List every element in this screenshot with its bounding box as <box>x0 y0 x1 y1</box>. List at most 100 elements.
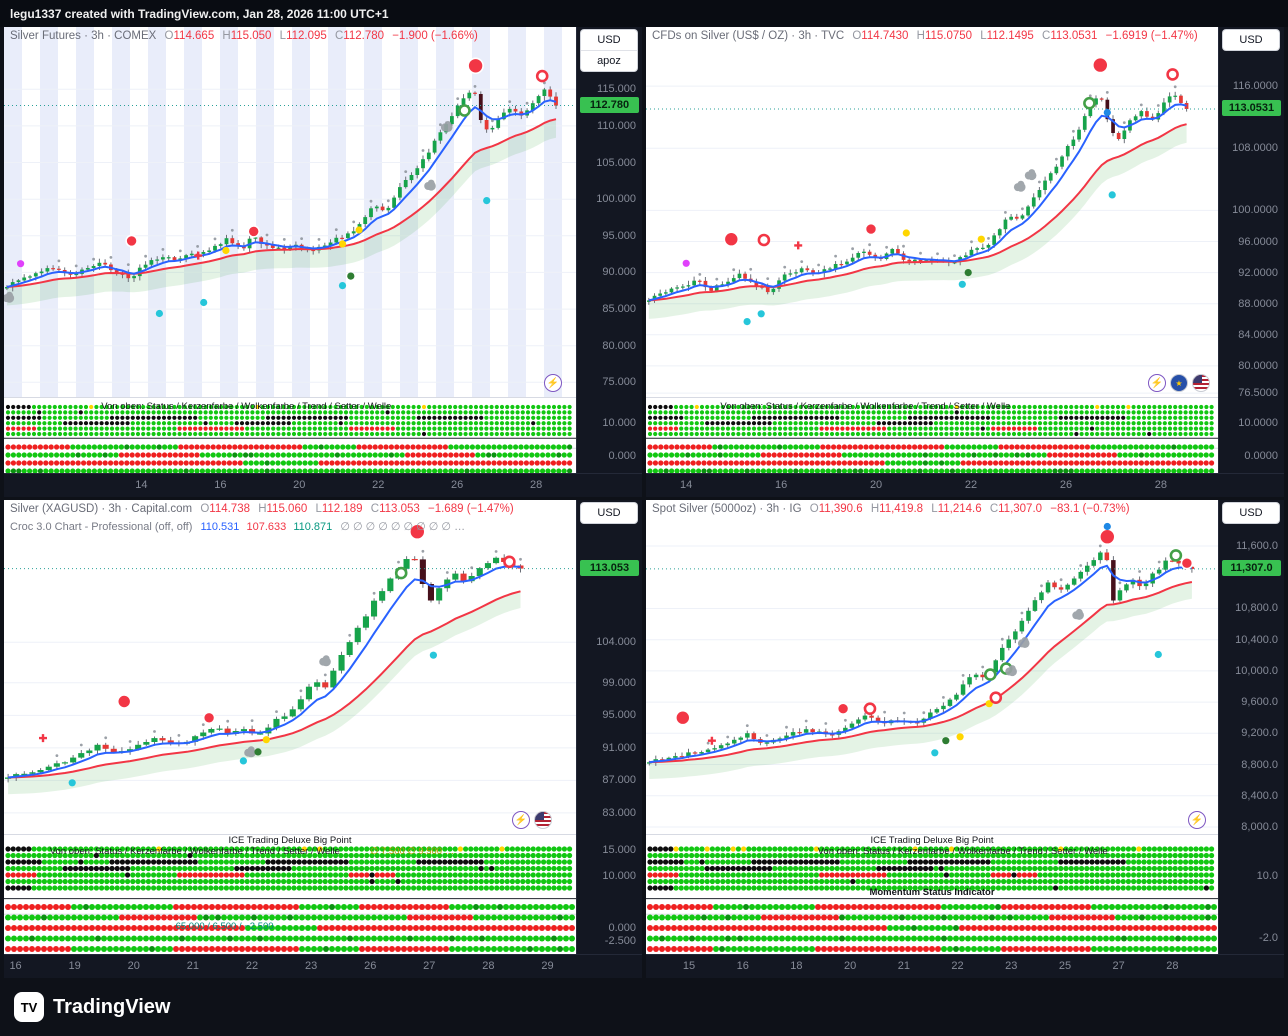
last-price-label: 112.780 <box>580 96 639 113</box>
ohlc-open-value: 114.738 <box>209 503 250 515</box>
indicator-pane: ICE Trading Deluxe Big Point Von oben: S… <box>4 834 576 954</box>
chart-canvas[interactable] <box>4 27 576 397</box>
axis-tick: 84.0000 <box>1238 328 1278 341</box>
indicator-canvas <box>4 846 576 952</box>
currency-usd-label[interactable]: USD <box>1239 34 1263 46</box>
time-axis-tick: 29 <box>541 960 554 972</box>
time-axis[interactable]: 14 16 20 22 26 28 <box>4 473 642 497</box>
indicator-legend: Von oben: Status / Kerzenfarbe / Wolkenf… <box>720 401 1011 412</box>
axis-tick: 0.000 <box>608 450 636 463</box>
price-scale-currency-button[interactable]: USD apoz <box>581 30 637 71</box>
time-axis-tick: 20 <box>127 960 140 972</box>
croc-indicator-title[interactable]: Croc 3.0 Chart - Professional (off, off) <box>10 521 193 533</box>
time-axis-tick: 25 <box>1058 960 1072 972</box>
price-scale-currency-button[interactable]: USD <box>1223 503 1279 523</box>
price-scale[interactable]: USD 113.0531 116.0000 108.0000 100.0000 96.… <box>1218 27 1284 473</box>
currency-usd-label[interactable]: USD <box>1239 507 1263 519</box>
lightning-icon[interactable]: ⚡ <box>1188 811 1206 829</box>
lightning-icon[interactable]: ⚡ <box>544 374 562 392</box>
currency-apoz-label[interactable]: apoz <box>581 50 637 71</box>
time-axis-tick: 22 <box>964 479 978 491</box>
us-flag-icon <box>1192 374 1210 392</box>
indicator-values: ∅ 7.500 ∅ 9.500 … <box>370 846 455 857</box>
price-scale-currency-button[interactable]: USD <box>1223 30 1279 50</box>
ohlc-low-label: L <box>315 503 322 515</box>
ohlc-open-value: 114.7430 <box>861 30 909 42</box>
symbol-title[interactable]: Spot Silver (5000oz) · 3h · IG <box>652 503 802 515</box>
price-scale-currency-button[interactable]: USD <box>581 503 637 523</box>
price-scale[interactable]: USD 11,307.0 11,600.0 10,800.0 10,400.0 10,… <box>1218 500 1284 954</box>
axis-tick: 108.0000 <box>1232 142 1278 155</box>
lightning-icon[interactable]: ⚡ <box>512 811 530 829</box>
axis-tick: 85.000 <box>602 303 636 316</box>
ohlc-low-label: L <box>279 30 287 42</box>
change-value: −1.900 (−1.66%) <box>392 30 478 42</box>
time-axis[interactable]: 16 19 20 21 22 23 26 27 28 29 <box>4 954 642 978</box>
chart-plot-area: Silver (XAGUSD) · 3h · Capital.com O114.… <box>4 500 576 834</box>
indicator-canvas <box>4 404 576 474</box>
time-axis-tick: 22 <box>951 960 964 972</box>
time-axis-tick: 22 <box>245 960 259 972</box>
time-axis-tick: 18 <box>790 960 803 972</box>
ohlc-open-label: O <box>809 503 819 515</box>
ohlc-open-label: O <box>852 30 862 42</box>
ohlc-close-label: C <box>370 503 380 515</box>
axis-tick: 10.000 <box>602 869 636 882</box>
currency-usd-label[interactable]: USD <box>597 507 621 519</box>
change-value: −83.1 (−0.73%) <box>1050 503 1130 515</box>
lightning-glyph: ⚡ <box>514 814 528 826</box>
chart-canvas[interactable] <box>646 500 1218 834</box>
axis-tick: 0.0000 <box>1244 450 1278 463</box>
tv-mark-glyph: TV <box>20 999 38 1015</box>
time-axis-tick: 28 <box>482 960 495 972</box>
croc-empty-values: ∅ ∅ ∅ ∅ ∅ ∅ ∅ ∅ ∅ … <box>340 521 466 533</box>
price-scale[interactable]: USD 113.053 104.000 99.000 95.000 91.000 87.… <box>576 500 642 954</box>
time-axis[interactable]: 15 16 18 20 21 22 23 25 27 28 <box>646 954 1284 978</box>
time-axis[interactable]: 14 16 20 22 26 28 <box>646 473 1284 497</box>
indicator-pane: ICE Trading Deluxe Big Point Von oben: S… <box>646 834 1218 954</box>
ohlc-open-value: 114.665 <box>173 30 215 42</box>
axis-tick: 10,000.0 <box>1235 664 1278 677</box>
ohlc-open-value: 11,390.6 <box>818 503 863 515</box>
indicator-canvas <box>646 846 1218 952</box>
axis-tick: 75.000 <box>602 376 636 389</box>
chart-plot-area: CFDs on Silver (US$ / OZ) · 3h · TVC O11… <box>646 27 1218 397</box>
last-price-label: 11,307.0 <box>1222 559 1281 576</box>
axis-tick: 100.0000 <box>1232 204 1278 217</box>
lightning-icon[interactable]: ⚡ <box>1148 374 1166 392</box>
time-axis-tick: 27 <box>1112 960 1125 972</box>
chart-canvas[interactable] <box>646 27 1218 397</box>
time-axis-tick: 16 <box>214 479 227 491</box>
axis-tick: 104.000 <box>596 636 636 649</box>
axis-tick: 100.000 <box>596 193 636 206</box>
chart-canvas[interactable] <box>4 500 576 834</box>
momentum-values: 65.000 / 6.500 / −2.500 <box>175 920 274 932</box>
time-axis-tick: 28 <box>1166 960 1179 972</box>
time-axis-tick: 26 <box>451 479 464 491</box>
ohlc-high-label: H <box>870 503 880 515</box>
status-badges: ⚡ <box>544 374 562 392</box>
axis-tick: 96.0000 <box>1238 235 1278 248</box>
lightning-glyph: ⚡ <box>546 377 560 389</box>
ohlc-high-value: 115.060 <box>266 503 308 515</box>
ohlc-close-label: C <box>1042 30 1051 42</box>
symbol-title[interactable]: CFDs on Silver (US$ / OZ) · 3h · TVC <box>652 30 845 42</box>
ohlc-high-label: H <box>258 503 267 515</box>
ohlc-high-value: 11,419.8 <box>879 503 924 515</box>
time-axis-tick: 15 <box>682 960 696 972</box>
axis-tick: 9,600.0 <box>1241 696 1278 709</box>
currency-usd-label[interactable]: USD <box>597 34 621 46</box>
chart-plot-area: Silver Futures · 3h · COMEX O114.665 H11… <box>4 27 576 397</box>
axis-tick: 80.0000 <box>1238 359 1278 372</box>
time-axis-tick: 16 <box>9 960 22 972</box>
chart-plot-area: Spot Silver (5000oz) · 3h · IG O11,390.6… <box>646 500 1218 834</box>
axis-tick: 80.000 <box>602 339 636 352</box>
time-axis-tick: 26 <box>1059 479 1073 491</box>
ohlc-low-label: L <box>980 30 987 42</box>
symbol-title[interactable]: Silver Futures · 3h · COMEX <box>10 30 157 42</box>
symbol-title[interactable]: Silver (XAGUSD) · 3h · Capital.com <box>10 503 193 515</box>
panel-spot-silver-ig: Spot Silver (5000oz) · 3h · IG O11,390.6… <box>646 500 1284 978</box>
time-axis-tick: 20 <box>869 479 883 491</box>
price-scale[interactable]: USD apoz 112.780 115.000 110.000 105.000 10… <box>576 27 642 473</box>
top-bar: legu1337 created with TradingView.com, J… <box>0 0 1288 27</box>
